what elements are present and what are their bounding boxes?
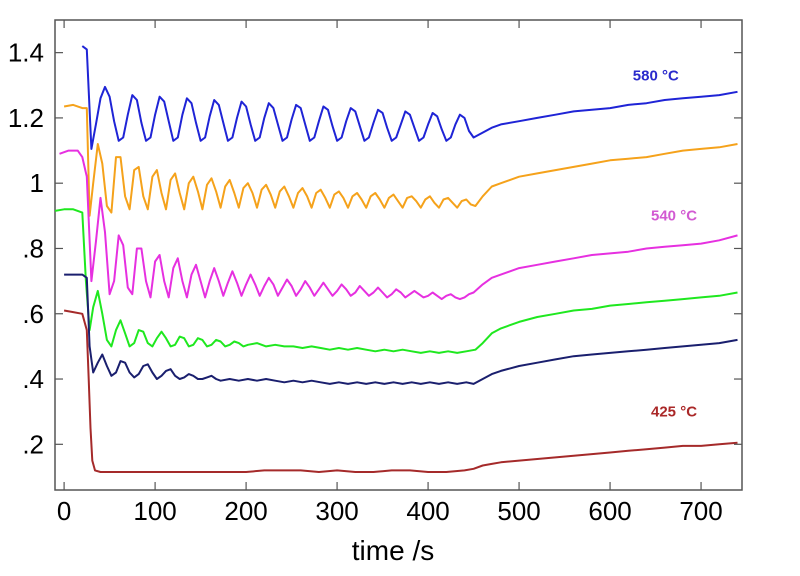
y-tick-label: .2 — [22, 429, 44, 459]
x-axis-title: time /s — [352, 535, 434, 566]
series-temperature-label: 540 °C — [651, 208, 697, 225]
x-tick-label: 700 — [679, 496, 722, 526]
series-lines — [54, 45, 738, 473]
series-line-3 — [54, 208, 738, 354]
series-line-2 — [59, 149, 738, 301]
axis-ticks: 0 100 200 300 400 500 600 700 .2 .4 .6 .8 1 1.2 1.4 — [8, 20, 742, 526]
series-line-5 — [63, 309, 738, 473]
y-tick-label: .8 — [22, 233, 44, 263]
series-line-0 — [81, 45, 738, 150]
series-line-1 — [63, 103, 738, 217]
x-tick-label: 500 — [497, 496, 540, 526]
y-tick-label: .6 — [22, 299, 44, 329]
y-tick-label: .4 — [22, 364, 44, 394]
series-line-4 — [64, 273, 738, 385]
plot-frame — [54, 19, 743, 491]
x-tick-label: 0 — [57, 496, 71, 526]
x-tick-label: 300 — [315, 496, 358, 526]
x-tick-label: 600 — [588, 496, 631, 526]
series-temperature-label: 425 °C — [651, 404, 697, 421]
series-temperature-label: 580 °C — [633, 67, 679, 84]
y-tick-label: 1.2 — [8, 103, 44, 133]
series-labels: 580 °C 540 °C 425 °C — [633, 67, 697, 420]
y-tick-label: 1.4 — [8, 38, 44, 68]
x-tick-label: 200 — [224, 496, 267, 526]
x-tick-label: 400 — [406, 496, 449, 526]
x-tick-label: 100 — [133, 496, 176, 526]
y-tick-label: 1 — [30, 168, 44, 198]
